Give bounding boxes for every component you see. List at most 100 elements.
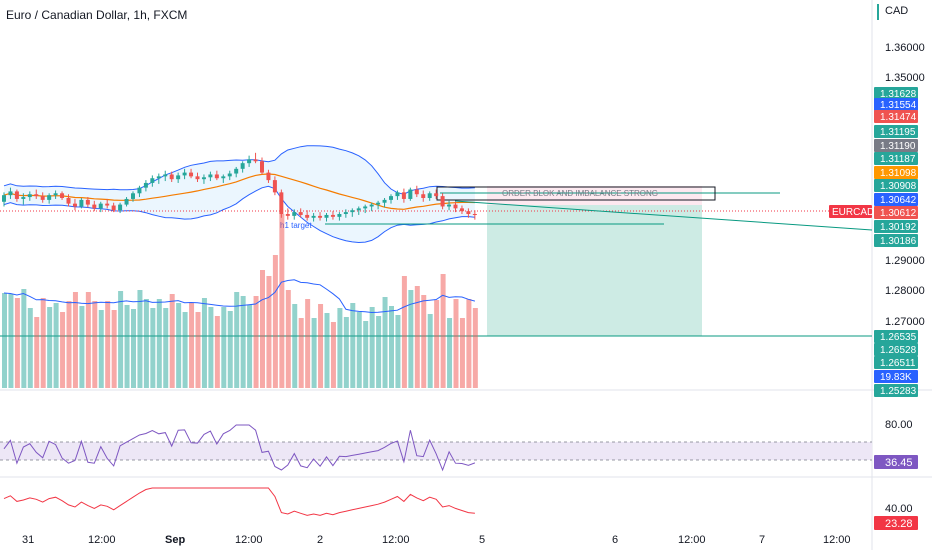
volume-bar [247,305,253,388]
candle[interactable] [27,194,32,198]
bollinger-lower-line [3,185,475,244]
candle[interactable] [272,180,277,193]
candle[interactable] [195,176,200,180]
candle[interactable] [189,172,194,177]
candle[interactable] [266,172,271,181]
price-tag: 1.31628 [880,89,917,100]
candle[interactable] [285,214,290,216]
candle[interactable] [408,189,413,199]
volume-bar [98,310,104,388]
candle[interactable] [453,204,458,209]
candle[interactable] [382,199,387,203]
position-target-zone[interactable] [487,205,702,336]
candle[interactable] [34,194,39,197]
candle[interactable] [466,211,471,214]
candle[interactable] [472,214,477,215]
candle[interactable] [395,192,400,197]
candle[interactable] [305,214,310,218]
candle[interactable] [298,212,303,215]
candle[interactable] [421,194,426,198]
price-tag-bg [874,384,918,397]
volume-bar [363,321,369,388]
candle[interactable] [92,204,97,209]
candle[interactable] [253,159,258,162]
candle[interactable] [72,203,77,207]
candle[interactable] [143,182,148,188]
candle[interactable] [221,176,226,179]
candle[interactable] [292,212,297,216]
candle[interactable] [150,178,155,183]
candle[interactable] [369,204,374,207]
price-tag: 1.30642 [880,195,917,206]
price-tag-bg [874,166,918,179]
candle[interactable] [182,172,187,176]
time-label: 12:00 [88,534,116,546]
candle[interactable] [324,214,329,218]
candle[interactable] [247,159,252,164]
candle[interactable] [124,198,129,205]
candle[interactable] [260,161,264,173]
candle[interactable] [337,214,342,217]
price-tag: 1.31474 [880,112,917,123]
candle[interactable] [440,196,445,207]
candle[interactable] [40,196,45,200]
volume-bar [8,294,14,388]
candle[interactable] [163,174,168,177]
price-tag: 1.26528 [880,345,917,356]
time-label: 5 [479,534,485,546]
candle[interactable] [47,195,52,200]
candle[interactable] [201,177,206,180]
currency-label[interactable]: CAD [885,5,909,17]
candle[interactable] [118,204,123,211]
candle[interactable] [434,193,439,197]
candle[interactable] [208,174,213,178]
volume-bar [234,292,240,388]
candle[interactable] [79,199,84,207]
price-tag-bg [874,234,918,247]
candle[interactable] [350,210,355,213]
candle[interactable] [414,189,419,195]
candle[interactable] [389,196,393,200]
candle[interactable] [427,193,432,198]
candles[interactable] [2,152,477,222]
candle[interactable] [330,214,335,217]
candle[interactable] [98,203,103,209]
candle[interactable] [343,212,348,214]
candle[interactable] [227,173,232,177]
candle[interactable] [21,197,26,199]
candle[interactable] [8,191,13,196]
candle[interactable] [459,208,464,212]
candle[interactable] [169,174,174,180]
candle[interactable] [363,206,368,209]
candle[interactable] [14,191,19,199]
candle[interactable] [137,187,142,194]
candle[interactable] [53,193,58,196]
candle[interactable] [401,192,406,199]
candle[interactable] [111,205,116,211]
candle[interactable] [356,208,361,211]
price-tag: 1.31190 [880,141,916,152]
candle[interactable] [447,204,452,207]
candle[interactable] [60,193,65,198]
candle[interactable] [66,198,71,204]
volume-bar [169,294,175,388]
candle[interactable] [279,192,284,214]
candle[interactable] [240,163,245,169]
candle[interactable] [156,176,161,179]
chart-title[interactable]: Euro / Canadian Dollar, 1h, FXCM [6,8,188,22]
candle[interactable] [2,195,6,202]
candle[interactable] [376,202,381,205]
candle[interactable] [176,175,181,180]
volume-bar [389,306,394,388]
candle[interactable] [311,215,316,218]
candle[interactable] [234,168,239,174]
trend-line[interactable] [454,200,873,231]
price-tick: 1.35000 [885,72,925,84]
candle[interactable] [105,203,110,206]
candle[interactable] [318,215,323,218]
candle[interactable] [131,193,135,199]
candle[interactable] [85,199,90,205]
candle[interactable] [214,174,219,179]
